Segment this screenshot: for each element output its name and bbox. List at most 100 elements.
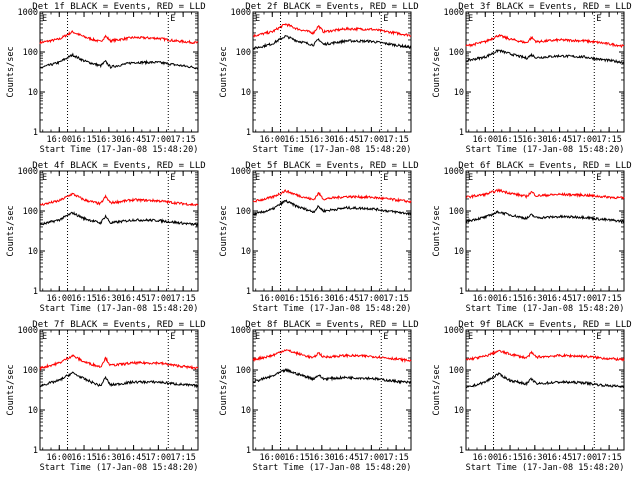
x-tick-label: 17:00 (359, 453, 385, 463)
x-tick-label: 16:15 (71, 294, 97, 304)
marker-label: E (468, 332, 473, 342)
series-lld-line (39, 29, 199, 45)
x-tick-label: 16:45 (547, 135, 573, 145)
x-axis-label: Start Time (17-Jan-08 15:48:20) (40, 145, 199, 155)
x-tick-label: 17:00 (146, 135, 172, 145)
x-tick-label: 17:00 (572, 453, 598, 463)
series-events-line (39, 52, 199, 70)
series-lld-line (252, 349, 412, 363)
marker-label: E (170, 14, 175, 24)
series-lld-line (465, 34, 625, 48)
y-tick-label: 1000 (231, 167, 251, 177)
y-tick-label: 10 (454, 247, 464, 257)
y-tick-label: 100 (236, 207, 251, 217)
x-tick-label: 16:30 (522, 135, 548, 145)
plot-frame (465, 11, 625, 133)
y-tick-label: 10 (241, 88, 251, 98)
x-tick-label: 16:15 (71, 135, 97, 145)
x-tick-label: 16:15 (284, 135, 310, 145)
x-tick-label: 16:00 (46, 453, 72, 463)
x-tick-label: 16:45 (547, 294, 573, 304)
y-axis-label: Counts/sec (6, 364, 16, 415)
y-tick-label: 1 (33, 287, 38, 297)
x-tick-label: 16:45 (547, 453, 573, 463)
y-tick-label: 1000 (231, 8, 251, 18)
x-tick-label: 16:30 (522, 453, 548, 463)
y-tick-label: 1000 (18, 167, 38, 177)
series-lld-line (252, 189, 412, 204)
chart-title: Det 7f BLACK = Events, RED = LLD (32, 320, 205, 330)
detector-plot-2: Det 2f BLACK = Events, RED = LLD 1 10 100 10… (219, 2, 419, 155)
x-tick-label: 17:15 (170, 453, 196, 463)
chart-title: Det 1f BLACK = Events, RED = LLD (32, 2, 205, 12)
y-tick-label: 100 (236, 48, 251, 58)
y-axis-label: Counts/sec (6, 205, 16, 256)
x-tick-label: 17:15 (596, 135, 622, 145)
y-tick-label: 10 (28, 247, 38, 257)
series-events-line (39, 211, 199, 228)
x-tick-label: 16:00 (259, 135, 285, 145)
chart-title: Det 8f BLACK = Events, RED = LLD (245, 320, 418, 330)
detector-plot-6: Det 6f BLACK = Events, RED = LLD 1 10 100 10… (432, 161, 632, 314)
x-axis-label: Start Time (17-Jan-08 15:48:20) (466, 304, 625, 314)
marker-label: E (468, 14, 473, 24)
chart-title: Det 9f BLACK = Events, RED = LLD (458, 320, 631, 330)
series-events-line (465, 49, 625, 65)
x-tick-label: 16:00 (46, 135, 72, 145)
x-axis-label: Start Time (17-Jan-08 15:48:20) (253, 304, 412, 314)
x-tick-label: 16:00 (472, 294, 498, 304)
y-tick-label: 100 (23, 207, 38, 217)
y-axis-label: Counts/sec (219, 46, 229, 97)
x-tick-label: 17:15 (383, 294, 409, 304)
detector-plot-4: Det 4f BLACK = Events, RED = LLD 1 10 100 10… (6, 161, 206, 314)
y-tick-label: 1000 (18, 326, 38, 336)
x-tick-label: 16:30 (309, 453, 335, 463)
series-lld-line (39, 354, 199, 371)
x-tick-label: 17:15 (596, 294, 622, 304)
detector-plot-8: Det 8f BLACK = Events, RED = LLD 1 10 100 10… (219, 320, 419, 473)
y-tick-label: 10 (454, 406, 464, 416)
series-events-line (252, 34, 412, 51)
series-events-line (252, 367, 412, 385)
x-tick-label: 17:15 (170, 135, 196, 145)
series-events-line (465, 372, 625, 389)
y-tick-label: 1 (459, 128, 464, 138)
y-tick-label: 1 (459, 287, 464, 297)
plot-frame (465, 170, 625, 292)
chart-title: Det 3f BLACK = Events, RED = LLD (458, 2, 631, 12)
x-axis-label: Start Time (17-Jan-08 15:48:20) (466, 463, 625, 473)
marker-label: E (468, 173, 473, 183)
marker-label: E (383, 332, 388, 342)
x-tick-label: 17:00 (359, 294, 385, 304)
x-tick-label: 16:30 (96, 453, 122, 463)
x-axis-label: Start Time (17-Jan-08 15:48:20) (253, 145, 412, 155)
x-axis-label: Start Time (17-Jan-08 15:48:20) (466, 145, 625, 155)
x-tick-label: 16:15 (497, 453, 523, 463)
x-tick-label: 17:00 (146, 453, 172, 463)
series-lld-line (39, 192, 199, 207)
marker-label: E (596, 14, 601, 24)
x-tick-label: 16:45 (121, 453, 147, 463)
y-tick-label: 1000 (444, 8, 464, 18)
y-tick-label: 10 (28, 88, 38, 98)
marker-label: E (170, 332, 175, 342)
x-tick-label: 16:45 (334, 294, 360, 304)
x-tick-label: 16:45 (121, 294, 147, 304)
plot-frame (252, 329, 412, 451)
y-tick-label: 100 (449, 366, 464, 376)
x-tick-label: 17:15 (383, 453, 409, 463)
y-axis-label: Counts/sec (432, 205, 442, 256)
x-tick-label: 17:00 (146, 294, 172, 304)
x-tick-label: 16:30 (96, 135, 122, 145)
series-events-line (39, 371, 199, 389)
x-tick-label: 16:00 (472, 135, 498, 145)
y-tick-label: 1 (246, 287, 251, 297)
x-tick-label: 16:15 (497, 135, 523, 145)
plot-frame (39, 11, 199, 133)
chart-title: Det 4f BLACK = Events, RED = LLD (32, 161, 205, 171)
x-tick-label: 16:30 (309, 135, 335, 145)
y-tick-label: 1 (33, 446, 38, 456)
x-tick-label: 17:15 (383, 135, 409, 145)
y-axis-label: Counts/sec (6, 46, 16, 97)
y-axis-label: Counts/sec (219, 364, 229, 415)
